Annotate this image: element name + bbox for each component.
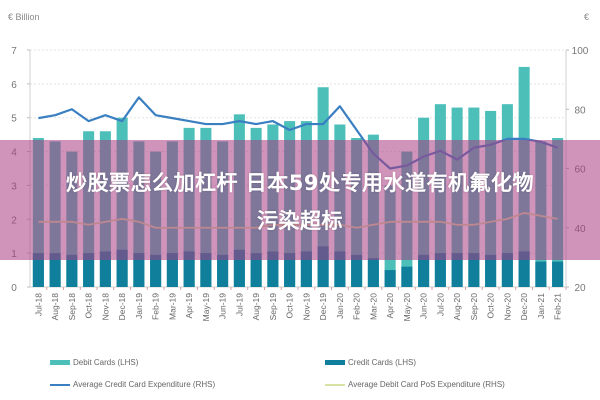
bar-credit-cards (351, 254, 363, 287)
legend-swatch-credit-cards (325, 360, 345, 365)
bar-credit-cards (166, 253, 178, 287)
x-axis-tick-label: Feb-19 (151, 293, 161, 320)
x-axis-tick-label: Jan-20 (335, 293, 345, 319)
x-axis-tick-label: Jun-20 (419, 293, 429, 319)
bar-credit-cards (233, 249, 245, 287)
legend-swatch-avg-debit (325, 383, 345, 386)
x-axis-tick-label: Dec-20 (519, 293, 529, 321)
bar-credit-cards (552, 261, 564, 287)
legend-label: Credit Cards (LHS) (348, 358, 417, 367)
x-axis-tick-label: Feb-21 (553, 293, 563, 320)
x-axis-tick-label: Nov-18 (100, 293, 110, 321)
x-axis-tick-label: Jul-18 (33, 293, 43, 316)
x-axis-tick-label: Oct-18 (84, 293, 94, 319)
bar-credit-cards (367, 258, 379, 287)
x-axis-tick-label: Jul-20 (435, 293, 445, 316)
x-axis-tick-label: May-20 (402, 293, 412, 322)
x-axis-tick-label: Dec-18 (117, 293, 127, 321)
legend-label: Average Credit Card Expenditure (RHS) (73, 380, 216, 389)
x-axis-tick-label: Sep-20 (469, 293, 479, 321)
bar-credit-cards (468, 253, 480, 287)
bar-credit-cards (116, 249, 128, 287)
bar-credit-cards (451, 253, 463, 287)
x-axis-tick-label: Oct-19 (285, 293, 295, 319)
legend-label: Average Debit Card PoS Expenditure (RHS) (348, 380, 505, 389)
bar-credit-cards (300, 251, 312, 287)
legend-swatch-avg-credit (50, 383, 70, 386)
promo-overlay-band (0, 140, 600, 260)
bar-credit-cards (32, 253, 44, 287)
bar-credit-cards (418, 254, 430, 287)
bar-credit-cards (535, 261, 547, 287)
x-axis-tick-label: May-19 (201, 293, 211, 322)
x-axis-tick-label: Apr-19 (184, 293, 194, 319)
x-axis-tick-label: Jul-19 (234, 293, 244, 316)
left-axis-unit-label: € Billion (8, 12, 40, 22)
x-axis-tick-label: Apr-20 (385, 293, 395, 319)
bar-credit-cards (99, 251, 111, 287)
x-axis-tick-label: Dec-19 (318, 293, 328, 321)
right-axis-tick-label: 20 (574, 283, 586, 294)
x-axis-tick-label: Sep-19 (268, 293, 278, 321)
left-axis-tick-label: 7 (11, 46, 17, 57)
x-axis-tick-label: Nov-20 (502, 293, 512, 321)
legend-swatch-debit-cards (50, 360, 70, 365)
bar-credit-cards (317, 246, 329, 287)
x-axis-tick-label: Mar-20 (368, 293, 378, 320)
bar-credit-cards (334, 251, 346, 287)
x-axis-tick-label: Nov-19 (301, 293, 311, 321)
bar-credit-cards (384, 270, 396, 287)
bar-credit-cards (200, 253, 212, 287)
left-axis-tick-label: 0 (11, 283, 17, 294)
legend-item-debit-cards: Debit Cards (LHS) (50, 358, 138, 367)
x-axis-tick-label: Feb-20 (352, 293, 362, 320)
bar-credit-cards (518, 251, 530, 287)
x-axis-tick-label: Oct-20 (486, 293, 496, 319)
left-axis-tick-label: 6 (11, 80, 17, 91)
legend-item-avg-debit-pos-expenditure: Average Debit Card PoS Expenditure (RHS) (325, 380, 505, 389)
bar-credit-cards (434, 253, 446, 287)
x-axis-tick-label: Jun-19 (218, 293, 228, 319)
legend-item-avg-credit-expenditure: Average Credit Card Expenditure (RHS) (50, 380, 215, 389)
right-axis-tick-label: 100 (572, 46, 589, 57)
bar-credit-cards (267, 251, 279, 287)
bar-credit-cards (150, 254, 162, 287)
legend-label: Debit Cards (LHS) (73, 358, 139, 367)
x-axis-tick-label: Sep-18 (67, 293, 77, 321)
bar-credit-cards (66, 254, 78, 287)
x-axis-tick-label: Aug-20 (452, 293, 462, 321)
promo-overlay-text: 炒股票怎么加杠杆 日本59处专用水道有机氟化物 污染超标 (0, 164, 600, 240)
bar-credit-cards (501, 253, 513, 287)
right-axis-unit-label: € (584, 12, 590, 22)
overlay-line-1: 炒股票怎么加杠杆 日本59处专用水道有机氟化物 (65, 171, 535, 195)
bar-credit-cards (250, 253, 262, 287)
bar-credit-cards (217, 254, 229, 287)
x-axis-tick-label: Aug-19 (251, 293, 261, 321)
bar-credit-cards (284, 253, 296, 287)
legend-item-credit-cards: Credit Cards (LHS) (325, 358, 416, 367)
overlay-line-2: 污染超标 (257, 209, 343, 233)
x-axis-tick-label: Jan-21 (536, 293, 546, 319)
bar-credit-cards (183, 251, 195, 287)
x-axis-tick-label: Mar-19 (167, 293, 177, 320)
x-axis-tick-label: Jan-19 (134, 293, 144, 319)
bar-credit-cards (49, 253, 61, 287)
bar-credit-cards (401, 266, 413, 287)
left-axis-tick-label: 5 (11, 114, 17, 125)
bar-credit-cards (83, 253, 95, 287)
right-axis-tick-label: 80 (574, 105, 586, 116)
x-axis-tick-label: Aug-18 (50, 293, 60, 321)
bar-credit-cards (133, 253, 145, 287)
bar-credit-cards (485, 254, 497, 287)
